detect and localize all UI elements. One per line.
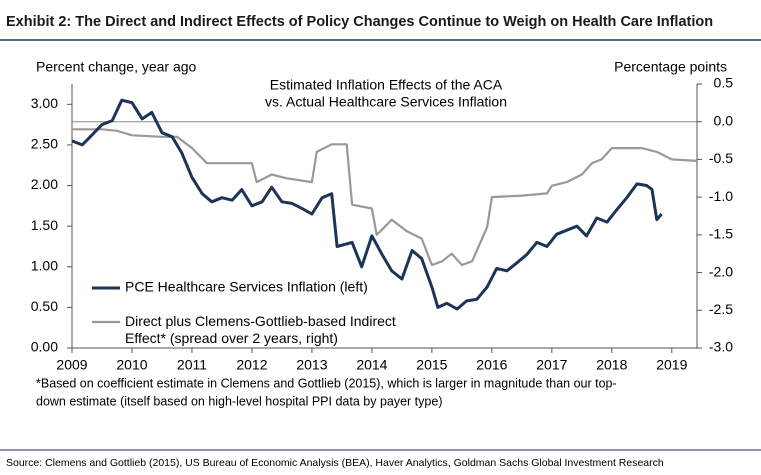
source: Source: Clemens and Gottlieb (2015), US … bbox=[6, 457, 664, 469]
y2-tick-label: -2.5 bbox=[709, 301, 733, 317]
y-tick-label: 2.00 bbox=[31, 176, 58, 192]
y-tick-label: 1.00 bbox=[31, 257, 58, 273]
x-tick-label: 2016 bbox=[476, 357, 507, 373]
y2-tick-label: -2.0 bbox=[709, 263, 733, 279]
x-tick-label: 2017 bbox=[536, 357, 567, 373]
y-tick-label: 1.50 bbox=[31, 217, 58, 233]
y-tick-label: 0.00 bbox=[31, 339, 58, 355]
x-tick-label: 2013 bbox=[296, 357, 327, 373]
y-tick-label: 0.50 bbox=[31, 298, 58, 314]
x-tick-label: 2018 bbox=[596, 357, 627, 373]
y2-axis-label: Percentage points bbox=[614, 59, 727, 75]
y-axis-label: Percent change, year ago bbox=[36, 59, 197, 75]
chart-subtitle: vs. Actual Healthcare Services Inflation bbox=[265, 94, 507, 110]
y2-tick-label: -3.0 bbox=[709, 339, 733, 355]
legend-label: Direct plus Clemens-Gottlieb-based Indir… bbox=[125, 313, 396, 346]
chart-subtitle: Estimated Inflation Effects of the ACA bbox=[270, 77, 503, 93]
legend-label: PCE Healthcare Services Inflation (left) bbox=[125, 279, 368, 295]
y-tick-label: 2.50 bbox=[31, 136, 58, 152]
data-line bbox=[72, 128, 698, 267]
y-tick-label: 3.00 bbox=[31, 95, 58, 111]
y2-tick-label: -1.0 bbox=[709, 188, 733, 204]
footnote: down estimate (itself based on high-leve… bbox=[36, 394, 442, 408]
x-tick-label: 2014 bbox=[356, 357, 387, 373]
chart-title: Exhibit 2: The Direct and Indirect Effec… bbox=[6, 14, 713, 30]
x-tick-label: 2012 bbox=[236, 357, 267, 373]
y2-tick-label: 0.0 bbox=[714, 112, 734, 128]
x-tick-label: 2010 bbox=[116, 357, 147, 373]
x-tick-label: 2011 bbox=[177, 357, 207, 373]
data-line bbox=[71, 98, 663, 311]
x-tick-label: 2019 bbox=[656, 357, 687, 373]
x-tick-label: 2009 bbox=[56, 357, 87, 373]
y2-tick-label: 0.5 bbox=[714, 75, 734, 91]
y2-tick-label: -0.5 bbox=[709, 150, 733, 166]
x-tick-label: 2015 bbox=[416, 357, 447, 373]
y2-tick-label: -1.5 bbox=[709, 226, 733, 242]
footnote: *Based on coefficient estimate in Clemen… bbox=[36, 376, 617, 390]
